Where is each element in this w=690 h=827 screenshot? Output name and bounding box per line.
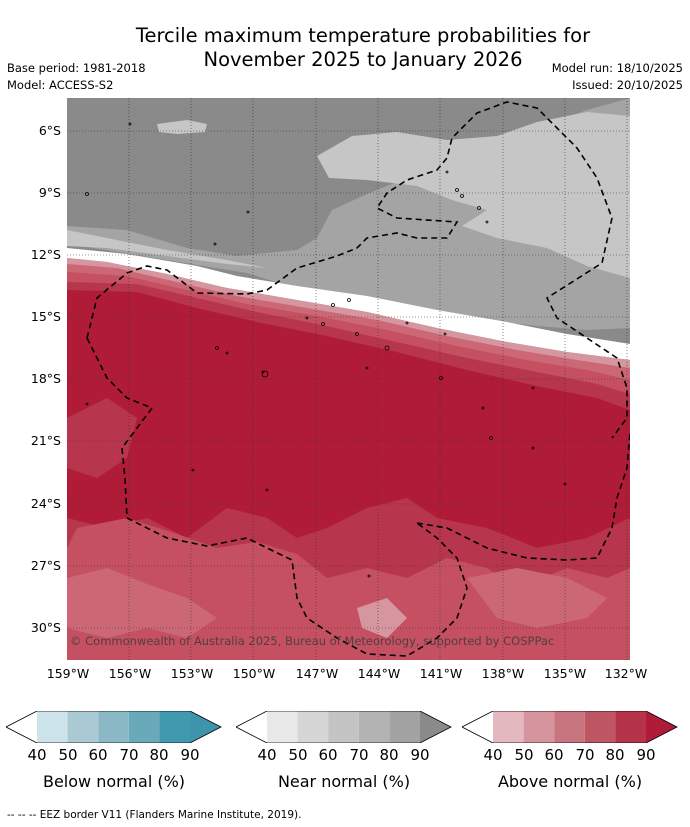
eez-borders [86,101,630,657]
colorbar-above-tick: 60 [544,746,564,764]
graticule [67,98,630,660]
map-svg [67,98,630,660]
model-name: Model: ACCESS-S2 [7,78,114,92]
lat-label: 6°S [38,123,61,138]
colorbar-above-tick: 90 [636,746,656,764]
colorbar-above-segment [523,711,555,743]
colorbar-near-tick: 50 [288,746,308,764]
lon-label: 141°W [419,666,463,681]
colorbar-below-segment [128,711,160,743]
colorbar-near [236,711,452,743]
lat-label: 9°S [38,185,61,200]
colorbar-below-segment [98,711,129,743]
above-normal-southern-blob-3 [467,568,607,628]
lat-label: 21°S [30,433,61,448]
colorbar-above-arrow-right [646,711,677,743]
meta-left: Base period: 1981-2018 Model: ACCESS-S2 [7,60,146,94]
colorbar-below [6,711,222,743]
colorbar-above-tick: 50 [514,746,534,764]
copyright-notice: © Commonwealth of Australia 2025, Bureau… [70,634,555,648]
colorbar-above [462,711,678,743]
colorbar-above-tick: 40 [483,746,503,764]
colorbar-near-tick: 80 [379,746,399,764]
colorbar-below-tick: 40 [27,746,47,764]
colorbar-below-segment [67,711,99,743]
meta-right: Model run: 18/10/2025 Issued: 20/10/2025 [552,60,683,94]
issued-date: Issued: 20/10/2025 [572,78,683,92]
lat-label: 24°S [30,496,61,511]
colorbar-below-tick: 70 [119,746,139,764]
lon-label: 147°W [295,666,339,681]
colorbar-near-segment [297,711,329,743]
colorbar-above-tick: 70 [575,746,595,764]
lon-label: 135°W [543,666,587,681]
colorbar-near-tick: 40 [257,746,277,764]
colorbar-below-arrow-right [190,711,221,743]
lon-label: 138°W [481,666,525,681]
above-normal-southern-blob-2 [67,568,217,638]
lon-label: 132°W [604,666,648,681]
colorbar-near-tick: 70 [349,746,369,764]
colorbar-near-tick: 60 [318,746,338,764]
colorbar-below-title: Below normal (%) [42,772,186,791]
colorbar-near-arrow-left [236,711,267,743]
colorbar-above-title: Above normal (%) [497,772,643,791]
colorbar-below-tick: 90 [180,746,200,764]
base-period: Base period: 1981-2018 [7,61,146,75]
colorbar-above-arrow-left [462,711,493,743]
colorbar-above-segment [493,711,524,743]
colorbar-near-segment [267,711,298,743]
colorbar-near-segment [358,711,390,743]
colorbar-above-segment [615,711,646,743]
colorbar-below-tick: 50 [58,746,78,764]
above-normal-western-patch [67,398,137,478]
eez-legend-footer: -- -- -- EEZ border V11 (Flanders Marine… [7,809,302,821]
near-normal-light-patch-north [157,120,207,134]
probability-map [67,98,630,660]
colorbar-below-arrow-left [6,711,37,743]
colorbar-below-segment [37,711,68,743]
title-line-1: Tercile maximum temperature probabilitie… [135,24,591,47]
lon-label: 150°W [232,666,276,681]
lat-label: 30°S [30,620,61,635]
lon-label: 159°W [46,666,90,681]
transition-white-band [67,248,630,360]
lat-label: 15°S [30,309,61,324]
title-line-2: November 2025 to January 2026 [203,48,523,71]
near-normal-light-patch-west [67,230,267,268]
lon-label: 153°W [170,666,214,681]
colorbar-near-tick: 90 [410,746,430,764]
chart-title: Tercile maximum temperature probabilitie… [0,24,690,72]
model-run: Model run: 18/10/2025 [551,61,683,75]
islands [85,122,567,578]
colorbar-below-tick: 60 [88,746,108,764]
colorbar-near-segment [328,711,359,743]
lat-label: 12°S [30,247,61,262]
colorbar-above-segment [554,711,585,743]
eez-french-polynesia-west [86,337,468,657]
lat-label: 18°S [30,371,61,386]
colorbar-near-title: Near normal (%) [277,772,411,791]
colorbar-above-tick: 80 [605,746,625,764]
colorbar-near-arrow-right [420,711,451,743]
lat-label: 27°S [30,558,61,573]
colorbar-above-segment [584,711,616,743]
eez-french-polynesia-east [416,432,630,561]
near-normal-light-patch-east [317,112,630,278]
above-normal-southern-blob-1 [67,518,630,660]
lon-label: 156°W [108,666,152,681]
lon-label: 144°W [357,666,401,681]
colorbar-near-segment [389,711,420,743]
colorbar-below-tick: 80 [149,746,169,764]
colorbar-below-segment [159,711,190,743]
above-normal-90-core [67,290,630,548]
